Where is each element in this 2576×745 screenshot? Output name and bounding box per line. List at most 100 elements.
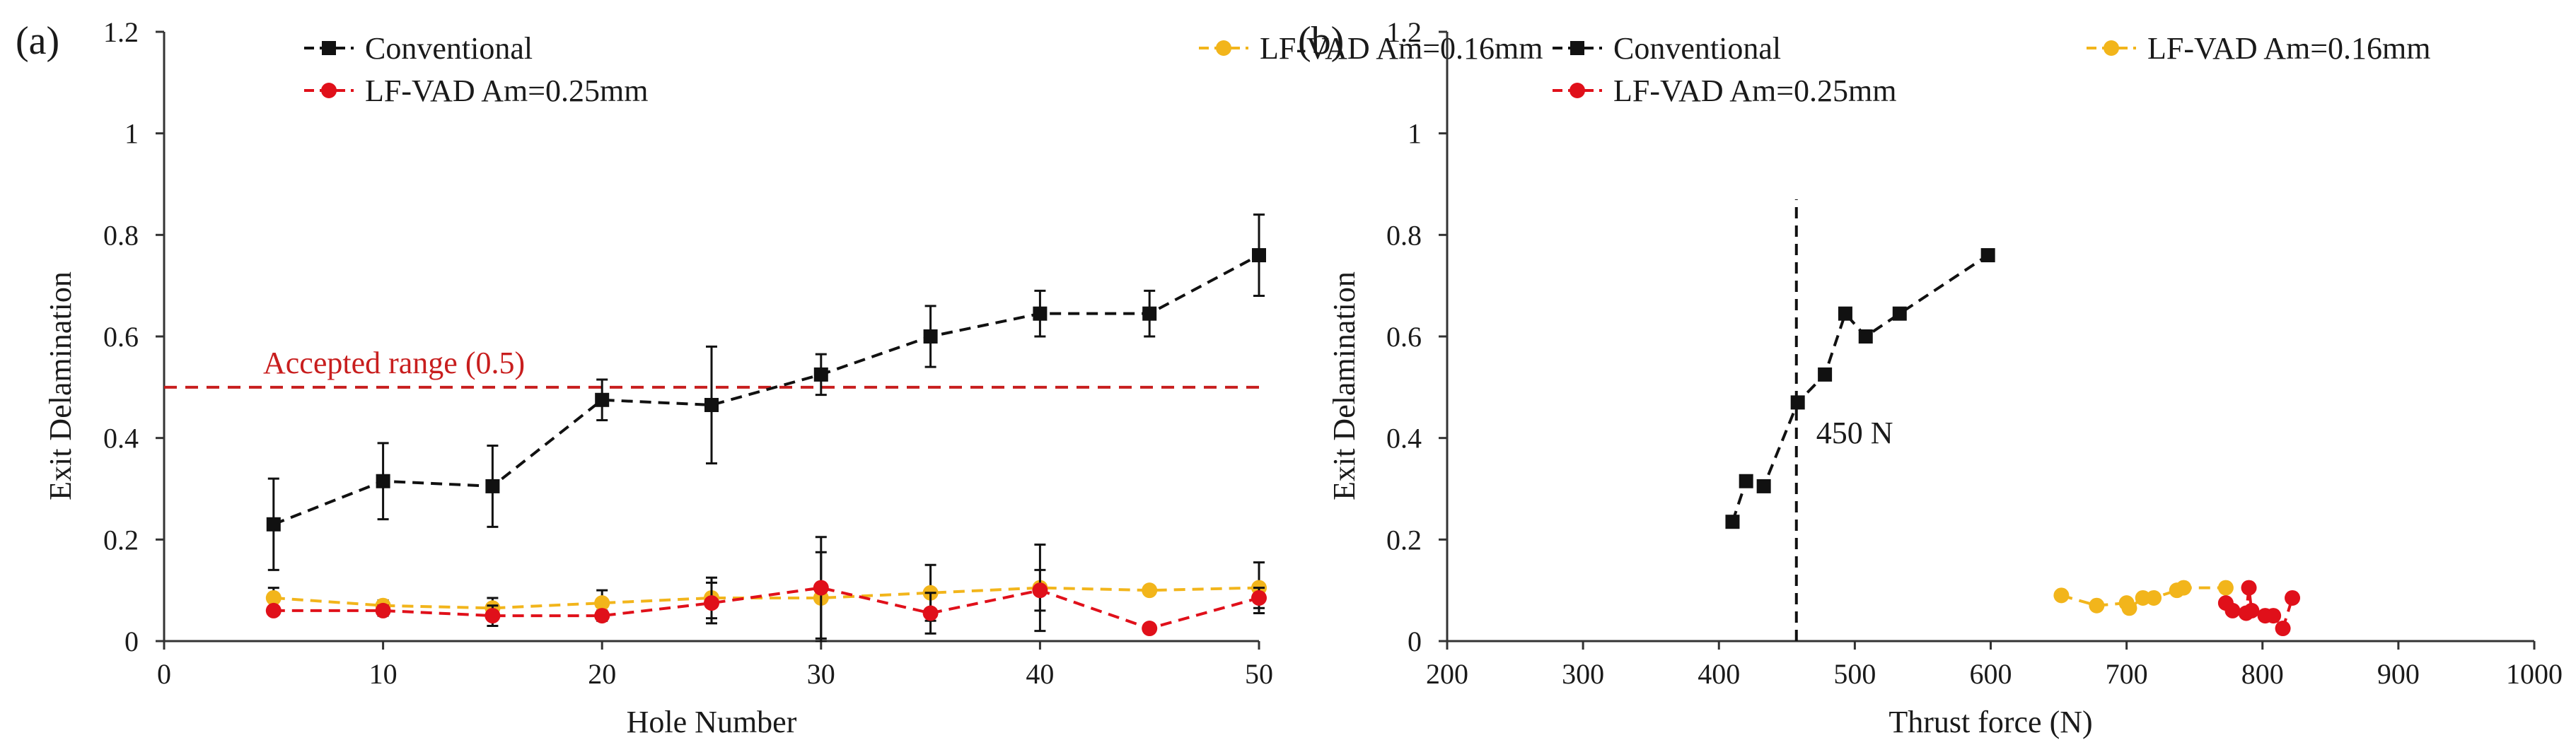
data-point xyxy=(1858,329,1873,344)
panel-label: (a) xyxy=(16,19,59,63)
data-point xyxy=(2121,600,2137,616)
data-point xyxy=(922,605,939,621)
data-point xyxy=(1142,621,1158,637)
data-point xyxy=(265,589,282,606)
data-point xyxy=(2265,608,2282,624)
x-tick-label: 40 xyxy=(1026,658,1054,690)
data-point xyxy=(2244,602,2260,618)
data-point xyxy=(813,580,829,596)
x-tick-label: 400 xyxy=(1698,658,1740,690)
x-tick-label: 50 xyxy=(1245,658,1273,690)
y-tick-label: 1.2 xyxy=(1386,16,1422,48)
data-point xyxy=(1725,515,1740,529)
y-tick-label: 0.8 xyxy=(1386,219,1422,251)
legend-label: LF-VAD Am=0.25mm xyxy=(1613,74,1897,108)
x-tick-label: 300 xyxy=(1562,658,1604,690)
series-conventional xyxy=(1725,248,1995,529)
series-lfvad-016 xyxy=(2053,580,2234,616)
legend-label: LF-VAD Am=0.25mm xyxy=(365,74,649,108)
data-point xyxy=(704,595,719,611)
data-point xyxy=(2176,580,2192,596)
data-point xyxy=(1252,248,1266,263)
data-point xyxy=(265,602,282,618)
data-point xyxy=(1838,306,1852,321)
data-point xyxy=(1756,479,1771,493)
series-line xyxy=(273,254,1260,526)
data-point xyxy=(595,392,610,407)
legend-entry: LF-VAD Am=0.16mm xyxy=(1199,31,1543,66)
x-axis-label: Thrust force (N) xyxy=(1889,705,2092,739)
legend-label: Conventional xyxy=(1613,31,1781,66)
threshold-label: 450 N xyxy=(1816,416,1893,450)
legend-swatch-marker xyxy=(1570,41,1584,55)
data-point xyxy=(2146,589,2162,606)
data-point xyxy=(1142,582,1158,599)
data-point xyxy=(266,517,281,532)
x-tick-label: 600 xyxy=(1970,658,2012,690)
data-point xyxy=(1033,306,1048,321)
data-point xyxy=(2275,621,2291,637)
panel-b: 200 300 400 500 600 700 800 900 1000 0 0.2 0.4 0.6 0.… xyxy=(1298,16,2563,739)
y-tick-label: 0.2 xyxy=(103,524,139,556)
data-point xyxy=(594,595,610,611)
data-point xyxy=(375,602,391,618)
series-conventional xyxy=(266,213,1266,571)
reference-line-label: Accepted range (0.5) xyxy=(263,346,525,380)
legend-swatch-marker xyxy=(322,41,336,55)
legend-swatch-marker xyxy=(1216,40,1231,56)
data-point xyxy=(2241,580,2257,596)
data-point xyxy=(594,608,610,624)
x-axis-label: Hole Number xyxy=(627,705,797,739)
y-tick-label: 0.6 xyxy=(103,321,139,353)
legend-entry: LF-VAD Am=0.16mm xyxy=(2087,31,2431,66)
data-point xyxy=(1980,248,1995,263)
data-point xyxy=(1739,474,1753,488)
data-point xyxy=(923,329,938,344)
data-point xyxy=(1790,395,1805,410)
x-tick-label: 500 xyxy=(1833,658,1876,690)
data-point xyxy=(1892,306,1907,321)
data-point xyxy=(1142,306,1157,321)
data-point xyxy=(813,367,828,382)
data-point xyxy=(485,479,500,493)
y-tick-label: 0.4 xyxy=(1386,423,1422,454)
y-axis-label: Exit Delamination xyxy=(43,271,78,500)
x-tick-label: 200 xyxy=(1426,658,1468,690)
y-tick-label: 0.8 xyxy=(103,219,139,251)
data-point xyxy=(376,474,390,488)
series-lfvad-025 xyxy=(2217,580,2301,637)
legend-entry: LF-VAD Am=0.25mm xyxy=(1553,74,1897,108)
y-tick-label: 0 xyxy=(1408,626,1422,657)
x-tick-label: 800 xyxy=(2241,658,2284,690)
data-point xyxy=(2089,597,2105,614)
panel-label: (b) xyxy=(1298,19,1344,63)
x-tick-label: 20 xyxy=(588,658,616,690)
data-point xyxy=(2053,587,2070,604)
legend-label: Conventional xyxy=(365,31,533,66)
y-tick-label: 0.2 xyxy=(1386,524,1422,556)
legend-entry: Conventional xyxy=(304,31,533,66)
series-line xyxy=(273,586,1260,630)
y-tick-label: 0.6 xyxy=(1386,321,1422,353)
y-axis-label: Exit Delamination xyxy=(1327,271,1362,500)
y-tick-label: 0.4 xyxy=(103,423,139,454)
data-point xyxy=(2285,589,2301,606)
legend-label: LF-VAD Am=0.16mm xyxy=(2147,31,2431,66)
legend-entry: Conventional xyxy=(1553,31,1781,66)
y-tick-label: 1 xyxy=(1408,118,1422,150)
x-tick-label: 900 xyxy=(2377,658,2420,690)
data-point xyxy=(1818,367,1833,382)
data-point xyxy=(704,397,719,412)
x-tick-label: 30 xyxy=(807,658,835,690)
legend-swatch-marker xyxy=(2104,40,2119,56)
legend-entry: LF-VAD Am=0.25mm xyxy=(304,74,649,108)
y-tick-label: 1 xyxy=(124,118,139,150)
legend-swatch-marker xyxy=(321,83,337,98)
y-tick-label: 0 xyxy=(124,626,139,657)
x-tick-label: 0 xyxy=(157,658,171,690)
data-point xyxy=(1032,582,1048,599)
data-point xyxy=(1251,589,1267,606)
